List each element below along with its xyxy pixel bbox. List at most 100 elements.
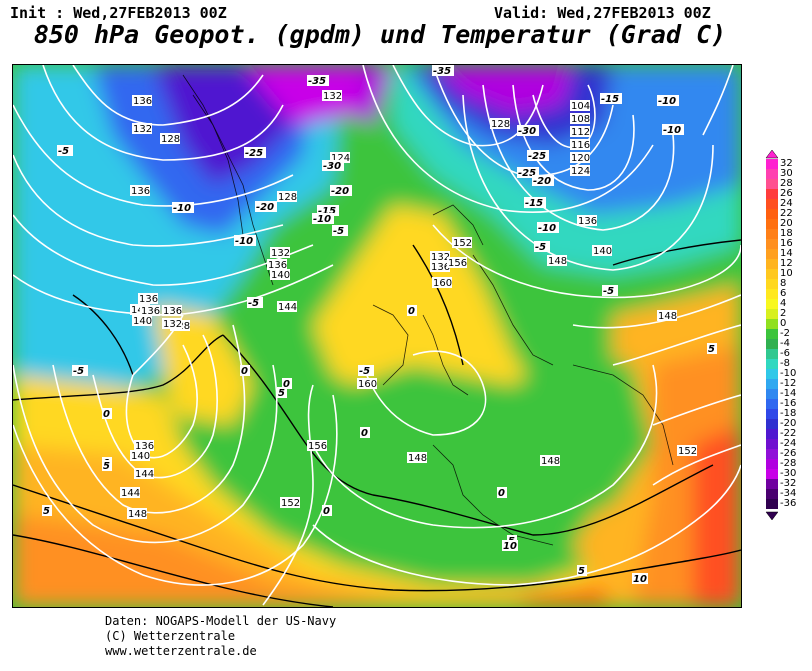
- geopotential-label: 160: [358, 379, 377, 390]
- legend-arrow-bottom: [765, 511, 778, 520]
- legend-swatch: [766, 419, 778, 429]
- geopotential-label-bg: [577, 215, 597, 226]
- temperature-label: -10: [313, 214, 331, 225]
- temperature-label: 0: [498, 488, 505, 499]
- legend-label: -30: [780, 468, 797, 479]
- geopotential-label-bg: [432, 277, 452, 288]
- legend-label: 2: [780, 308, 787, 319]
- legend-swatch: [766, 249, 778, 259]
- geopotential-label: 136: [163, 306, 182, 317]
- geopotential-label: 136: [131, 186, 150, 197]
- legend-label: -34: [780, 488, 797, 499]
- geopotential-label: 148: [548, 256, 567, 267]
- temperature-label-bg: [57, 145, 73, 156]
- legend-swatch: [766, 289, 778, 299]
- legend-label: -6: [780, 348, 790, 359]
- geopotential-label-bg: [270, 269, 290, 280]
- legend-label: 12: [780, 258, 793, 269]
- geopotential-label-bg: [138, 293, 158, 304]
- geopotential-label-bg: [270, 247, 290, 258]
- temperature-label: -5: [73, 366, 84, 377]
- map-title: 850 hPa Geopot. (gpdm) und Temperatur (G…: [33, 20, 727, 49]
- map-canvas: 1041081121161201241241281281281281321321…: [13, 65, 741, 607]
- geopotential-label: 120: [571, 153, 590, 164]
- geopotential-label-bg: [592, 245, 612, 256]
- temperature-label-bg: [600, 93, 622, 104]
- geopotential-label-bg: [570, 152, 590, 163]
- temperature-label-bg: [517, 167, 539, 178]
- geopotential-label: 160: [433, 278, 452, 289]
- geopotential-label: 136: [135, 441, 154, 452]
- geopotential-label: 116: [571, 140, 590, 151]
- legend-swatch: [766, 259, 778, 269]
- geopotential-label: 136: [133, 96, 152, 107]
- temperature-label-bg: [322, 505, 332, 516]
- temperature-label-bg: [322, 160, 344, 171]
- geopotential-label-bg: [357, 378, 377, 389]
- temperature-label: -5: [248, 298, 259, 309]
- temperature-label: 5: [708, 344, 715, 355]
- temperature-label-bg: [527, 150, 549, 161]
- legend-label: 4: [780, 298, 787, 309]
- geopotential-label-bg: [132, 123, 152, 134]
- legend-swatch: [766, 219, 778, 229]
- coastlines: [182, 74, 674, 546]
- isotherms: [13, 239, 741, 607]
- legend-swatch: [766, 489, 778, 499]
- temperature-label-bg: [330, 185, 352, 196]
- legend-label: 8: [780, 278, 787, 289]
- temperature-label: -20: [256, 202, 274, 213]
- legend-swatch: [766, 279, 778, 289]
- legend-swatch: [766, 369, 778, 379]
- temperature-label-bg: [537, 222, 559, 233]
- temperature-label: -10: [235, 236, 253, 247]
- temperature-label: 5: [278, 388, 285, 399]
- geopotential-label-bg: [130, 450, 150, 461]
- legend-swatch: [766, 329, 778, 339]
- geopotential-label: 136: [141, 306, 160, 317]
- geopotential-label-bg: [490, 118, 510, 129]
- temperature-label-bg: [358, 365, 374, 376]
- geopotential-label-bg: [120, 487, 140, 498]
- legend-swatch: [766, 239, 778, 249]
- temperature-label-bg: [517, 125, 539, 136]
- legend-swatch: [766, 469, 778, 479]
- geopotential-label: 148: [541, 456, 560, 467]
- legend-swatch: [766, 459, 778, 469]
- geopotential-label-bg: [280, 497, 300, 508]
- temperature-label: 10: [633, 574, 647, 585]
- legend-label: -20: [780, 418, 797, 429]
- geopotential-label: 152: [678, 446, 697, 457]
- geopotential-label: 112: [571, 127, 590, 138]
- temperature-legend: 32 30 28 26 24 22 20 18 16 14 12 10 8 6 4 2 0 -2 -4 -6 -8 -10…: [762, 150, 810, 520]
- temperature-label: 10: [503, 541, 517, 552]
- legend-label: -18: [780, 408, 797, 419]
- legend-label: -36: [780, 498, 797, 509]
- temperature-label: 5: [43, 506, 50, 517]
- legend-label: 30: [780, 168, 793, 179]
- geopotential-label: 156: [308, 441, 327, 452]
- temperature-label-bg: [532, 175, 554, 186]
- geopotential-label: 152: [281, 498, 300, 509]
- temperature-label: -10: [538, 223, 556, 234]
- legend-swatch: [766, 409, 778, 419]
- geopotential-label: 148: [408, 453, 427, 464]
- geopotential-label-bg: [140, 305, 160, 316]
- temperature-label-bg: [307, 75, 329, 86]
- geopotential-label-bg: [677, 445, 697, 456]
- legend-swatch: [766, 169, 778, 179]
- temperature-label-bg: [277, 387, 287, 398]
- geopotential-label-bg: [547, 255, 567, 266]
- legend-swatch: [766, 229, 778, 239]
- geopotential-label: 132: [133, 124, 152, 135]
- legend-label: 0: [780, 318, 787, 329]
- geopotential-label-bg: [134, 440, 154, 451]
- geopotential-label-bg: [132, 315, 152, 326]
- geopotential-label: 128: [491, 119, 510, 130]
- legend-label: 14: [780, 248, 793, 259]
- geopotential-label-bg: [307, 440, 327, 451]
- legend-label: -16: [780, 398, 797, 409]
- temperature-label: -25: [518, 168, 536, 179]
- legend-swatch: [766, 499, 778, 509]
- temperature-label: -5: [535, 242, 546, 253]
